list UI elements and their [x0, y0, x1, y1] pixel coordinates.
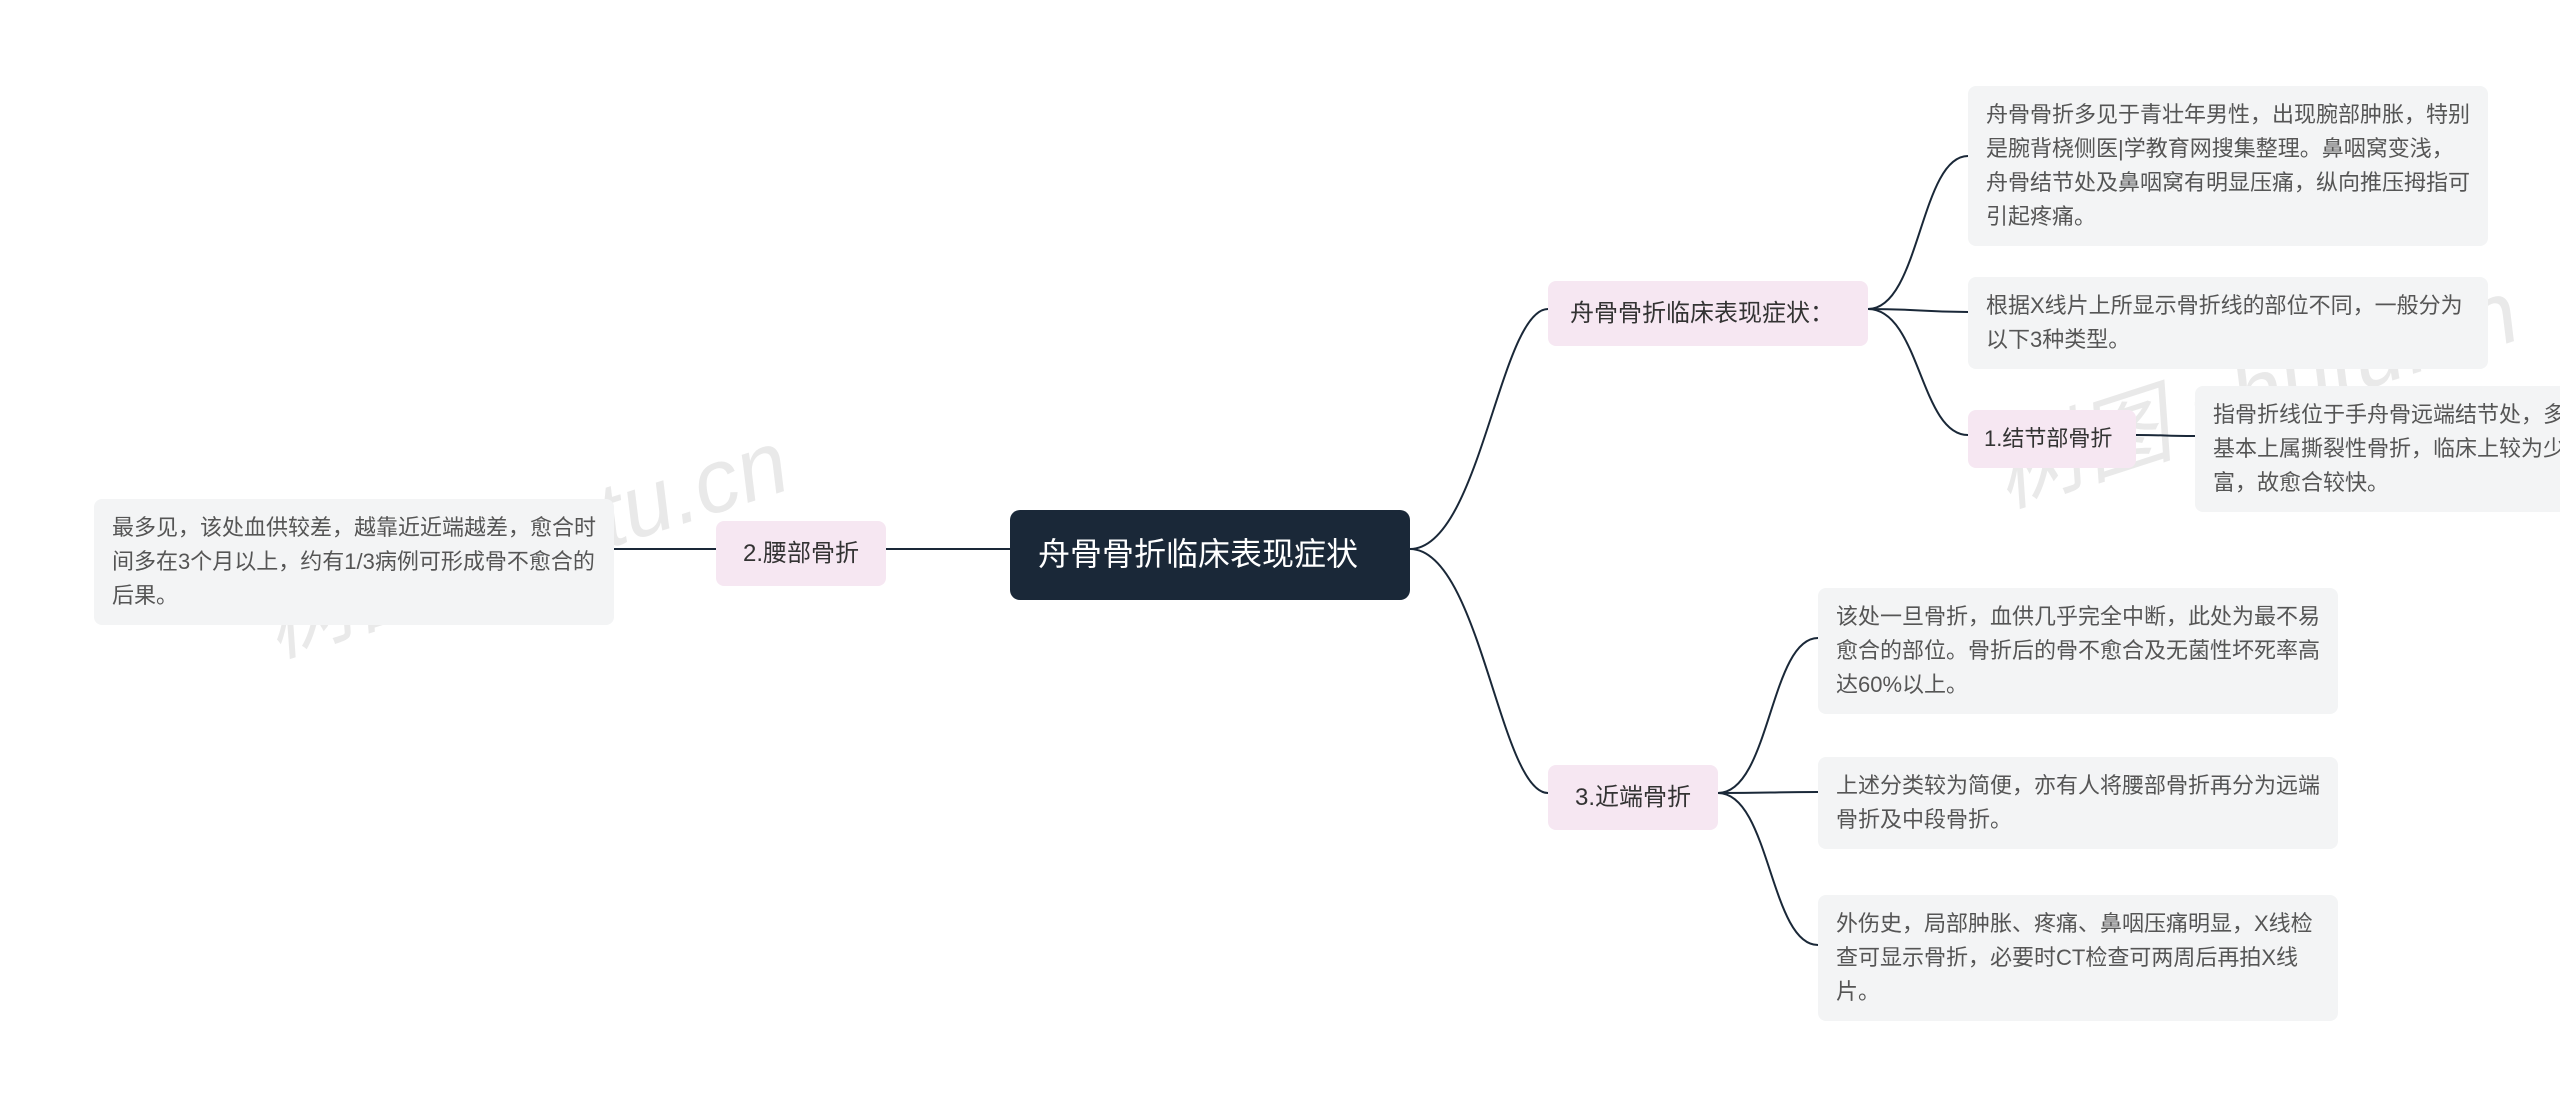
- branch-1-leaf-2: 根据X线片上所显示骨折线的部位不同，一般分为以下3种类型。: [1968, 277, 2488, 369]
- branch-1-leaf-2-text: 根据X线片上所显示骨折线的部位不同，一般分为以下3种类型。: [1986, 293, 2463, 352]
- mindmap-root: 舟骨骨折临床表现症状: [1010, 510, 1410, 600]
- branch-2-label: 2.腰部骨折: [743, 540, 859, 567]
- branch-1-leaf-1-text: 舟骨骨折多见于青壮年男性，出现腕部肿胀，特别是腕背桡侧医|学教育网搜集整理。鼻咽…: [1986, 102, 2470, 229]
- branch-1-leaf-1: 舟骨骨折多见于青壮年男性，出现腕部肿胀，特别是腕背桡侧医|学教育网搜集整理。鼻咽…: [1968, 86, 2488, 246]
- branch-2-waist-fracture: 2.腰部骨折: [716, 521, 886, 586]
- branch-3-label: 3.近端骨折: [1575, 784, 1691, 811]
- branch-2-leaf-1-text: 最多见，该处血供较差，越靠近近端越差，愈合时间多在3个月以上，约有1/3病例可形…: [112, 515, 596, 608]
- branch-3-leaf-2: 上述分类较为简便，亦有人将腰部骨折再分为远端骨折及中段骨折。: [1818, 757, 2338, 849]
- root-label: 舟骨骨折临床表现症状: [1038, 536, 1358, 572]
- branch-1-sub-leaf: 指骨折线位于手舟骨远端结节处，多有韧带附着，基本上属撕裂性骨折，临床上较为少见。…: [2195, 386, 2560, 512]
- branch-1-sub-label: 1.结节部骨折: [1984, 426, 2112, 451]
- branch-1-label: 舟骨骨折临床表现症状：: [1570, 300, 1834, 327]
- branch-3-leaf-1-text: 该处一旦骨折，血供几乎完全中断，此处为最不易愈合的部位。骨折后的骨不愈合及无菌性…: [1836, 604, 2320, 697]
- branch-2-leaf-1: 最多见，该处血供较差，越靠近近端越差，愈合时间多在3个月以上，约有1/3病例可形…: [94, 499, 614, 625]
- branch-3-leaf-1: 该处一旦骨折，血供几乎完全中断，此处为最不易愈合的部位。骨折后的骨不愈合及无菌性…: [1818, 588, 2338, 714]
- branch-1-symptoms: 舟骨骨折临床表现症状：: [1548, 281, 1868, 346]
- branch-3-proximal-fracture: 3.近端骨折: [1548, 765, 1718, 830]
- branch-3-leaf-3-text: 外伤史，局部肿胀、疼痛、鼻咽压痛明显，X线检查可显示骨折，必要时CT检查可两周后…: [1836, 911, 2313, 1004]
- branch-1-sub-tubercle: 1.结节部骨折: [1968, 410, 2136, 468]
- branch-1-sub-leaf-text: 指骨折线位于手舟骨远端结节处，多有韧带附着，基本上属撕裂性骨折，临床上较为少见。…: [2213, 402, 2560, 495]
- branch-3-leaf-2-text: 上述分类较为简便，亦有人将腰部骨折再分为远端骨折及中段骨折。: [1836, 773, 2320, 832]
- branch-3-leaf-3: 外伤史，局部肿胀、疼痛、鼻咽压痛明显，X线检查可显示骨折，必要时CT检查可两周后…: [1818, 895, 2338, 1021]
